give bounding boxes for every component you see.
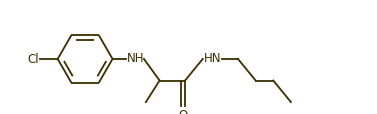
Text: O: O [178,108,188,114]
Text: HN: HN [204,52,221,65]
Text: Cl: Cl [28,53,39,66]
Text: NH: NH [127,52,145,65]
